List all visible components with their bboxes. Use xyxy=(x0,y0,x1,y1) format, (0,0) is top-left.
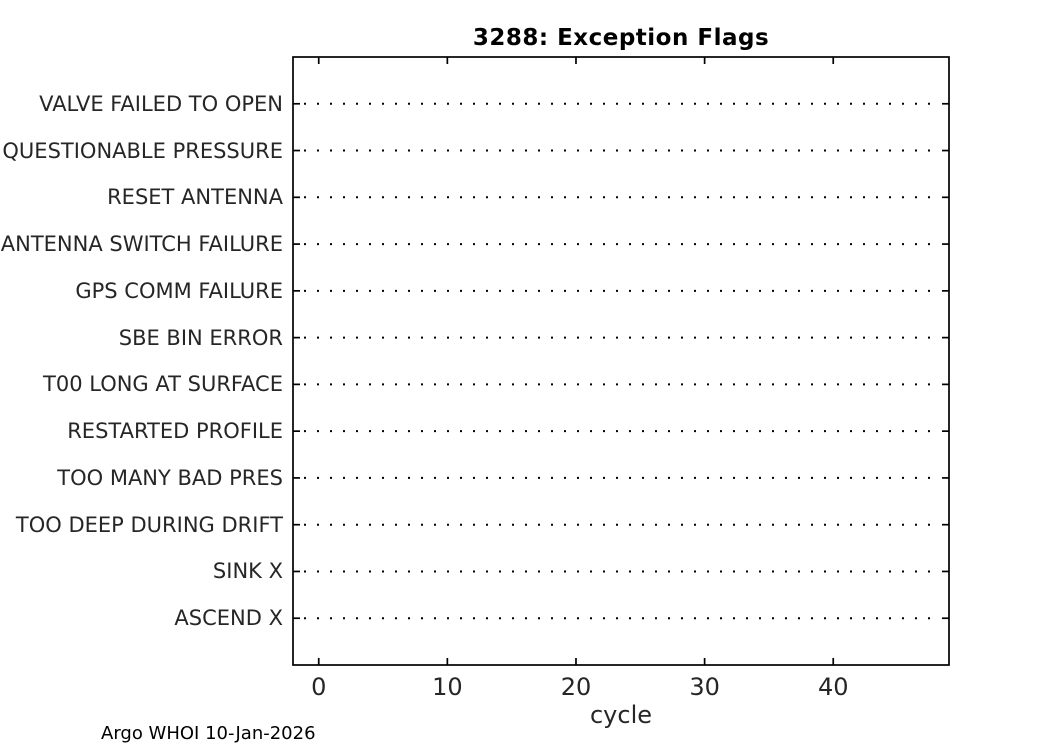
plot-box xyxy=(292,56,950,666)
y-tick-label: TOO MANY BAD PRES xyxy=(57,465,283,490)
x-tick-label: 0 xyxy=(311,673,327,701)
y-tick-label: RESET ANTENNA xyxy=(107,185,283,210)
y-tick-label: TOO DEEP DURING DRIFT xyxy=(15,512,283,537)
y-tick-label: ANTENNA SWITCH FAILURE xyxy=(0,232,283,257)
y-tick-label: T00 LONG AT SURFACE xyxy=(43,372,283,397)
x-tick-label: 30 xyxy=(689,673,720,701)
y-tick-label: SINK X xyxy=(212,559,283,584)
figure-annotation: Argo WHOI 10-Jan-2026 xyxy=(101,723,316,744)
x-axis-title: cycle xyxy=(589,701,653,729)
x-tick-label: 40 xyxy=(817,673,849,701)
chart-title: 3288: Exception Flags xyxy=(472,25,770,51)
y-tick-label: QUESTIONABLE PRESSURE xyxy=(2,138,283,163)
y-tick-label: RESTARTED PROFILE xyxy=(67,419,283,444)
x-tick-label: 20 xyxy=(560,673,592,701)
y-tick-label: VALVE FAILED TO OPEN xyxy=(39,91,283,116)
x-tick-label: 10 xyxy=(432,673,463,701)
y-tick-label: GPS COMM FAILURE xyxy=(75,278,283,303)
y-tick-label: ASCEND X xyxy=(174,606,283,631)
y-tick-label: SBE BIN ERROR xyxy=(118,325,283,350)
